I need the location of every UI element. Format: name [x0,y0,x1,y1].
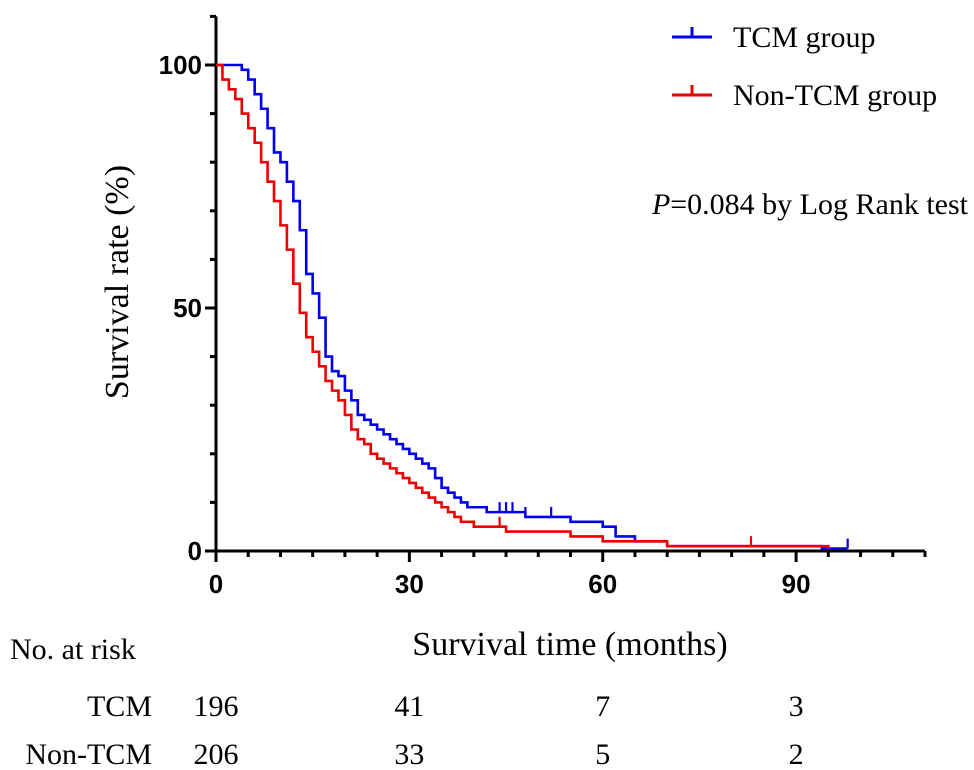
risk-row-label-tcm: TCM [87,690,152,723]
risk-value: 3 [789,690,804,723]
risk-value: 206 [194,738,239,770]
risk-table: No. at risk TCM Non-TCM 196 41 7 3 206 33 5 2 [10,633,804,770]
risk-value: 33 [394,738,424,770]
axes: 0 30 60 90 0 50 100 [159,14,927,599]
legend-item-non-tcm: Non-TCM group [672,79,937,112]
x-tick-label: 60 [588,569,617,599]
risk-row-label-non-tcm: Non-TCM [25,738,152,770]
x-tick-label: 30 [395,569,424,599]
p-value-italic: P [651,188,670,221]
risk-table-title: No. at risk [10,633,136,666]
risk-values: 196 41 7 3 206 33 5 2 [194,690,804,770]
legend-label-non-tcm: Non-TCM group [733,79,937,112]
y-tick-label: 0 [188,536,202,566]
x-tick-label: 90 [782,569,811,599]
risk-value: 5 [595,738,610,770]
risk-value: 41 [394,690,424,723]
x-axis-label: Survival time (months) [412,626,727,663]
legend-item-tcm: TCM group [672,21,876,54]
p-value-text: =0.084 by Log Rank test [670,188,968,221]
p-value-annotation: P=0.084 by Log Rank test [651,188,969,221]
legend-label-tcm: TCM group [733,21,876,54]
risk-value: 196 [194,690,239,723]
x-tick-label: 0 [209,569,223,599]
series-layer [216,63,849,550]
y-axis-label: Survival rate (%) [99,165,136,399]
series-line-tcm [216,63,848,550]
risk-value: 2 [789,738,804,770]
y-tick-label: 50 [173,293,202,323]
risk-value: 7 [595,690,610,723]
y-tick-label: 100 [159,50,202,80]
series-line-non-tcm [216,63,830,549]
legend: TCM group Non-TCM group [672,21,937,112]
